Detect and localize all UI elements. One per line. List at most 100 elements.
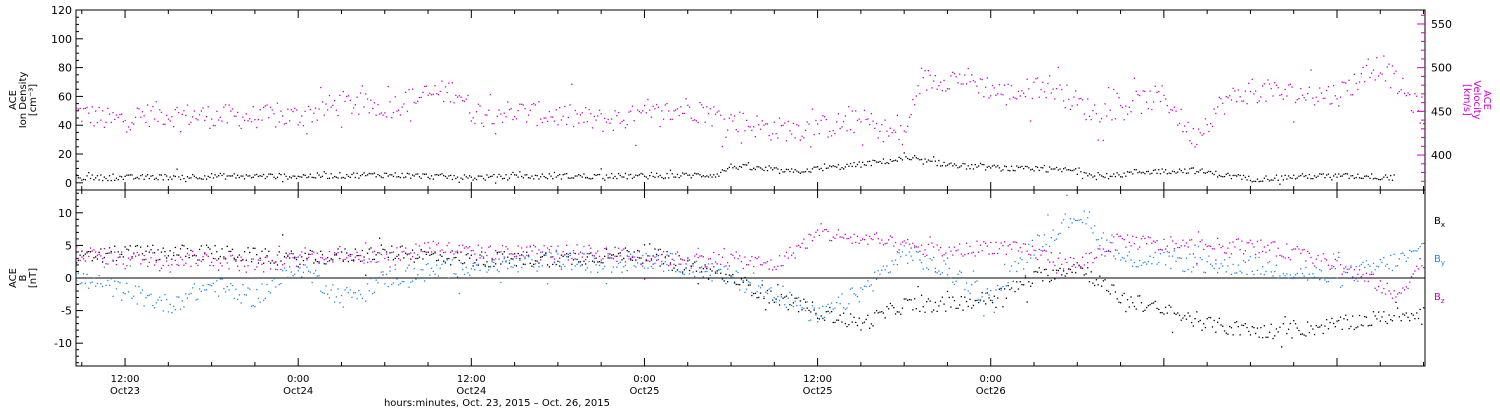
velocity-point [1035,78,1037,80]
bx-point [179,248,182,250]
density-point [292,175,294,177]
bz-point [682,259,684,261]
bz-point [1230,253,1233,255]
bz-point [160,267,163,269]
density-point [893,160,895,162]
density-point [353,172,355,174]
bz-point [1293,248,1295,250]
velocity-point [299,121,301,123]
bz-point [401,251,403,253]
bx-point [519,257,521,260]
velocity-point [886,130,888,132]
bx-point [181,244,183,246]
density-point [614,175,616,178]
velocity-point [1263,83,1265,85]
bx-point [353,260,355,262]
bx-point [612,254,614,256]
velocity-point [143,115,145,117]
bz-point [1014,241,1016,243]
velocity-point [519,103,521,105]
density-point [1222,176,1224,178]
velocity-point [446,91,448,94]
bz-point [626,255,628,257]
density-point [723,170,725,172]
bx-point [1142,310,1144,312]
by-point [934,267,936,269]
velocity-point [718,110,720,112]
velocity-point [917,85,919,87]
bx-point [844,323,846,325]
velocity-point [474,122,476,125]
density-point [813,166,815,168]
by-point [901,251,904,253]
velocity-point [249,118,251,120]
density-point [446,177,448,179]
bz-point [1102,248,1104,250]
by-point [1030,257,1032,259]
density-point [212,177,215,179]
bz-point [1416,265,1418,267]
by-point [503,258,505,260]
by-point [595,264,597,266]
bz-point [1206,245,1208,248]
velocity-point [545,117,547,119]
density-point [519,171,521,173]
density-point [1177,171,1179,173]
velocity-point [985,86,987,88]
bx-point [358,254,360,257]
density-point [1132,173,1134,175]
density-point [590,178,592,180]
density-point [271,173,273,176]
velocity-point [434,85,436,87]
bx-point [692,263,694,265]
by-point [268,291,270,293]
by-point [964,288,966,291]
velocity-point [126,131,128,133]
bx-point [320,250,322,252]
velocity-point [997,93,999,95]
density-point [643,175,646,177]
by-point [1068,226,1070,229]
bx-point [318,261,320,263]
by-point [287,276,289,278]
bz-point [1358,269,1361,271]
by-point [1346,268,1349,270]
density-point [1279,183,1281,185]
by-point [321,292,324,294]
density-point [463,174,466,176]
bz-point [145,258,147,260]
bz-point [631,256,634,258]
velocity-point [1076,104,1078,106]
bz-point [571,257,573,260]
bx-point [1073,264,1075,266]
velocity-point [214,125,216,127]
velocity-point [661,110,663,112]
density-point [1218,174,1220,176]
density-point [1383,176,1385,178]
bz-point [787,257,789,259]
velocity-point [100,119,102,121]
top-right-axis-label-line-3: [km/s] [1461,84,1472,116]
velocity-point [624,127,627,129]
by-point [986,288,988,290]
velocity-point [1217,106,1219,108]
velocity-point [1279,94,1281,96]
bx-point [834,321,836,324]
bz-point [318,262,320,264]
bx-point [1113,284,1115,286]
by-point [896,264,898,266]
by-point [477,263,479,265]
density-point [652,175,654,178]
bz-point [77,257,79,260]
by-point [1194,256,1196,258]
density-point [1282,179,1284,181]
bz-point [1320,260,1323,262]
bx-point [361,249,363,252]
by-point [1255,257,1257,259]
bz-point [1236,238,1238,241]
density-point [823,163,826,165]
bx-point [124,246,126,248]
bx-point [971,307,973,309]
density-point [1211,172,1214,175]
